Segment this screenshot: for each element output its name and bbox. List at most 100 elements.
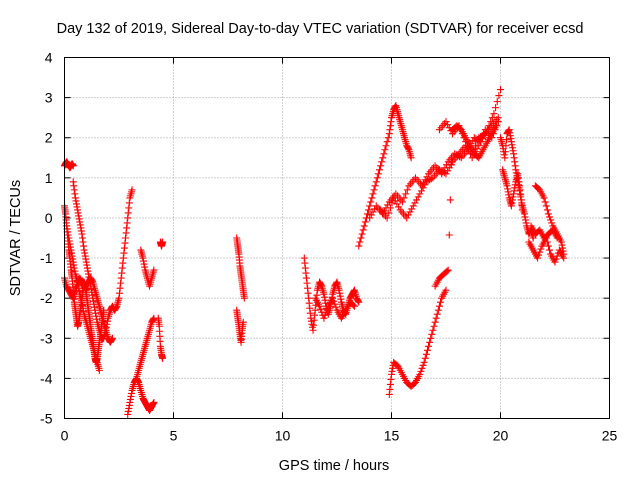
- scatter-series: [154, 314, 167, 362]
- scatter-point: [462, 138, 470, 146]
- scatter-series: [156, 238, 167, 250]
- scatter-point: [349, 301, 357, 309]
- scatter-point: [418, 364, 426, 372]
- scatter-point: [150, 266, 158, 274]
- scatter-point: [458, 130, 466, 138]
- scatter-point: [457, 126, 465, 134]
- scatter-point: [420, 358, 428, 366]
- scatter-series: [499, 166, 526, 214]
- scatter-point: [497, 86, 504, 94]
- scatter-point: [460, 134, 468, 142]
- scatter-point: [433, 310, 441, 318]
- y-tick-label: -4: [40, 370, 53, 386]
- scatter-point: [322, 308, 330, 316]
- scatter-point: [444, 167, 452, 175]
- scatter-point: [240, 294, 248, 302]
- scatter-point: [432, 314, 440, 322]
- scatter-point: [330, 297, 338, 305]
- scatter-series: [124, 374, 158, 418]
- scatter-point: [364, 210, 372, 218]
- y-tick-label: -2: [40, 290, 53, 306]
- scatter-point: [546, 246, 554, 254]
- scatter-point: [488, 114, 496, 122]
- scatter-point: [369, 208, 377, 216]
- chart-title: Day 132 of 2019, Sidereal Day-to-day VTE…: [57, 21, 584, 37]
- scatter-point: [367, 211, 375, 219]
- scatter-point: [426, 338, 434, 346]
- scatter-point: [473, 145, 481, 153]
- scatter-point: [560, 250, 568, 258]
- scatter-series: [355, 102, 415, 250]
- scatter-point: [430, 322, 438, 330]
- scatter-point: [370, 186, 378, 194]
- scatter-point: [470, 151, 478, 159]
- scatter-point: [403, 214, 411, 222]
- scatter-point: [502, 136, 510, 144]
- scatter-point: [547, 216, 555, 224]
- scatter-point: [416, 370, 424, 378]
- scatter-point: [371, 182, 379, 190]
- scatter-point: [428, 330, 436, 338]
- scatter-point: [494, 118, 502, 126]
- scatter-series: [525, 234, 568, 266]
- scatter-point: [383, 138, 391, 146]
- scatter-point: [529, 234, 537, 242]
- scatter-point: [384, 134, 392, 142]
- scatter-point: [447, 127, 455, 135]
- x-tick-label: 0: [61, 428, 69, 444]
- scatter-point: [421, 354, 429, 362]
- scatter-point: [425, 342, 433, 350]
- scatter-point: [150, 398, 158, 406]
- scatter-point: [159, 238, 167, 246]
- scatter-point: [435, 302, 443, 310]
- x-tick-label: 15: [384, 428, 400, 444]
- scatter-point: [427, 175, 435, 183]
- scatter-point: [380, 150, 388, 158]
- ticks: [64, 57, 610, 419]
- scatter-point: [417, 187, 425, 195]
- scatter-point: [491, 126, 499, 134]
- scatter-point: [361, 218, 369, 226]
- scatter-point: [411, 199, 419, 207]
- scatter-point: [546, 213, 554, 221]
- scatter-series: [61, 158, 77, 172]
- scatter-point: [377, 162, 385, 170]
- scatter-point: [552, 255, 560, 263]
- scatter-point: [553, 234, 561, 242]
- scatter-point: [403, 186, 411, 194]
- scatter-point: [467, 150, 475, 158]
- scatter-point: [444, 266, 452, 274]
- scatter-point: [501, 154, 509, 162]
- scatter-point: [159, 354, 167, 362]
- scatter-point: [355, 298, 363, 306]
- scatter-point: [329, 294, 337, 302]
- scatter-point: [492, 104, 500, 112]
- scatter-point: [493, 98, 501, 106]
- scatter-point: [501, 148, 509, 156]
- scatter-point: [413, 196, 421, 204]
- scatter-point: [317, 305, 325, 313]
- scatter-point: [323, 305, 331, 313]
- scatter-point: [442, 286, 450, 294]
- scatter-point: [393, 200, 401, 208]
- scatter-point: [421, 181, 429, 189]
- scatter-point: [543, 238, 551, 246]
- scatter-series: [385, 286, 450, 398]
- scatter-point: [381, 146, 389, 154]
- scatter-point: [431, 318, 439, 326]
- scatter-point: [537, 245, 545, 253]
- scatter-point: [429, 326, 437, 334]
- scatter-point: [442, 118, 450, 126]
- scatter-point: [543, 206, 551, 214]
- scatter-point: [427, 334, 435, 342]
- scatter-point: [398, 198, 406, 206]
- scatter-point: [417, 367, 425, 375]
- scatter-point: [468, 154, 476, 162]
- y-tick-label: -5: [40, 411, 53, 427]
- scatter-series: [497, 126, 537, 242]
- scatter-point: [463, 142, 471, 150]
- scatter-point: [422, 350, 430, 358]
- scatter-point: [455, 122, 463, 130]
- scatter-point: [548, 219, 556, 227]
